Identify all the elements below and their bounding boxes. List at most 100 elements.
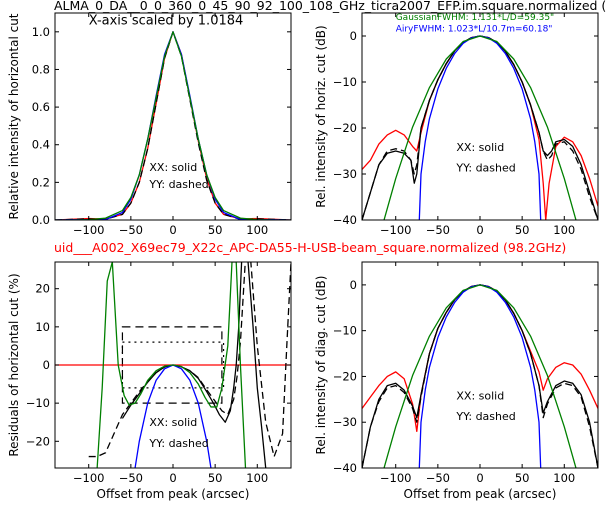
data-point bbox=[189, 380, 190, 381]
y-tick-label: 0.2 bbox=[32, 175, 50, 189]
data-point bbox=[223, 212, 224, 213]
x-axis-label: Offset from peak (arcsec) bbox=[404, 487, 557, 501]
data-point bbox=[395, 178, 396, 179]
data-point bbox=[130, 197, 131, 198]
series-line-red-solid bbox=[362, 35, 598, 220]
data-point bbox=[118, 364, 119, 365]
data-point bbox=[420, 422, 421, 423]
data-point bbox=[286, 345, 287, 346]
data-point bbox=[412, 126, 413, 127]
data-point bbox=[505, 302, 506, 303]
data-point bbox=[530, 118, 531, 119]
x-tick-label: 100 bbox=[553, 471, 575, 485]
data-point bbox=[395, 150, 396, 151]
data-point bbox=[130, 202, 131, 203]
data-point bbox=[139, 174, 140, 175]
data-point bbox=[240, 364, 241, 365]
data-point bbox=[245, 258, 246, 259]
data-point bbox=[446, 307, 447, 308]
data-point bbox=[395, 383, 396, 384]
data-point bbox=[479, 284, 480, 285]
data-point bbox=[547, 403, 548, 404]
data-point bbox=[233, 387, 234, 388]
data-point bbox=[581, 169, 582, 170]
data-point bbox=[129, 404, 130, 405]
data-point bbox=[416, 150, 417, 151]
data-point bbox=[172, 364, 173, 365]
data-point bbox=[387, 150, 388, 151]
y-tick-label: 0 bbox=[350, 278, 357, 292]
data-point bbox=[122, 214, 123, 215]
x-tick-label: 50 bbox=[208, 471, 223, 485]
data-point bbox=[139, 393, 140, 394]
data-point bbox=[589, 178, 590, 179]
data-point bbox=[547, 126, 548, 127]
data-point bbox=[513, 307, 514, 308]
y-tick-label: 0.0 bbox=[32, 213, 50, 227]
y-tick-label: 0 bbox=[43, 358, 50, 372]
data-point bbox=[437, 337, 438, 338]
data-point bbox=[181, 56, 182, 57]
data-point bbox=[446, 312, 447, 313]
data-point bbox=[105, 452, 106, 453]
data-point bbox=[215, 401, 216, 402]
data-point bbox=[282, 433, 283, 434]
data-point bbox=[198, 403, 199, 404]
data-point bbox=[206, 174, 207, 175]
data-point bbox=[549, 183, 550, 184]
data-point bbox=[564, 139, 565, 140]
data-point bbox=[416, 164, 417, 165]
data-point bbox=[564, 380, 565, 381]
data-point bbox=[555, 367, 556, 368]
data-point bbox=[446, 68, 447, 69]
data-point bbox=[555, 387, 556, 388]
y-tick-label: 20 bbox=[35, 282, 50, 296]
data-point bbox=[589, 192, 590, 193]
data-point bbox=[395, 130, 396, 131]
data-point bbox=[378, 401, 379, 402]
data-point bbox=[522, 330, 523, 331]
data-point bbox=[496, 41, 497, 42]
series-line-black-dashed bbox=[362, 284, 598, 468]
data-point bbox=[538, 132, 539, 133]
data-point bbox=[172, 31, 173, 32]
data-point bbox=[130, 403, 131, 404]
data-point bbox=[572, 150, 573, 151]
y-axis-label: Residuals of horizontal cut (%) bbox=[7, 273, 21, 456]
data-point bbox=[164, 366, 165, 367]
data-point bbox=[446, 316, 447, 317]
series-line-black-dashed bbox=[55, 31, 291, 220]
data-point bbox=[429, 367, 430, 368]
data-point bbox=[134, 403, 135, 404]
data-point bbox=[387, 134, 388, 135]
plot-area bbox=[55, 258, 291, 468]
data-point bbox=[543, 390, 544, 391]
data-point bbox=[412, 406, 413, 407]
annotation: XX: solid bbox=[456, 141, 504, 154]
data-point bbox=[252, 326, 253, 327]
data-point bbox=[522, 81, 523, 82]
data-point bbox=[463, 290, 464, 291]
data-point bbox=[513, 313, 514, 314]
x-tick-label: −100 bbox=[73, 223, 105, 237]
data-point bbox=[215, 202, 216, 203]
data-point bbox=[572, 383, 573, 384]
data-point bbox=[416, 173, 417, 174]
data-point bbox=[378, 238, 379, 239]
data-point bbox=[538, 371, 539, 372]
data-point bbox=[564, 178, 565, 179]
data-point bbox=[589, 426, 590, 427]
x-tick-label: 0 bbox=[169, 223, 176, 237]
data-point bbox=[404, 390, 405, 391]
data-point bbox=[437, 328, 438, 329]
data-point bbox=[522, 88, 523, 89]
data-point bbox=[370, 160, 371, 161]
y-tick-label: −10 bbox=[26, 396, 50, 410]
series-line-green-solid bbox=[383, 284, 577, 468]
series-line-black-solid bbox=[362, 35, 598, 220]
y-tick-label: −10 bbox=[333, 75, 357, 89]
data-point bbox=[189, 370, 190, 371]
data-point bbox=[412, 375, 413, 376]
data-point bbox=[551, 150, 552, 151]
